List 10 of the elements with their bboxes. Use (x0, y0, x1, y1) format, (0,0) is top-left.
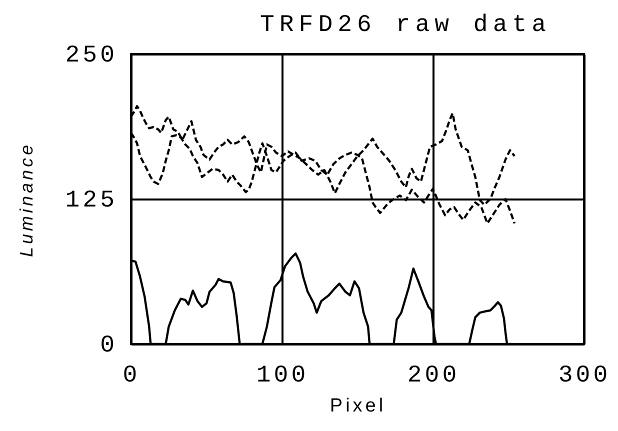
x-axis-title: Pixel (330, 396, 386, 416)
y-tick-label: 125 (65, 188, 118, 214)
x-tick-label: 200 (407, 362, 460, 390)
y-tick-label: 250 (65, 42, 118, 70)
y-tick-label: 0 (100, 332, 118, 360)
x-tick-label: 0 (122, 362, 140, 390)
x-tick-label: 300 (558, 362, 611, 390)
x-tick-label: 100 (256, 362, 309, 390)
chart-title: TRFD26 raw data (260, 12, 552, 39)
y-axis-title: Luminance (16, 142, 36, 258)
